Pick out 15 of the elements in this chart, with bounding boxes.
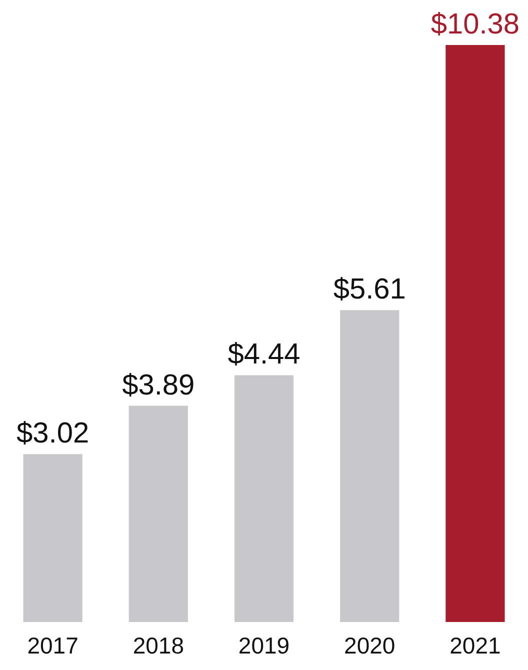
data-label: $3.89 <box>122 369 195 402</box>
bar <box>340 310 400 622</box>
x-tick-label: 2020 <box>344 632 396 658</box>
bar <box>128 406 188 622</box>
bar <box>446 45 505 622</box>
data-label: $10.38 <box>430 8 520 40</box>
x-tick-label: 2017 <box>27 632 78 658</box>
bar <box>234 375 294 622</box>
data-label: $3.02 <box>16 418 90 450</box>
data-label: $5.61 <box>333 274 406 306</box>
x-tick-label: 2021 <box>450 632 501 658</box>
bar <box>23 454 82 622</box>
x-tick-label: 2019 <box>238 632 290 658</box>
data-label: $4.44 <box>228 338 300 371</box>
x-tick-label: 2018 <box>132 632 184 658</box>
